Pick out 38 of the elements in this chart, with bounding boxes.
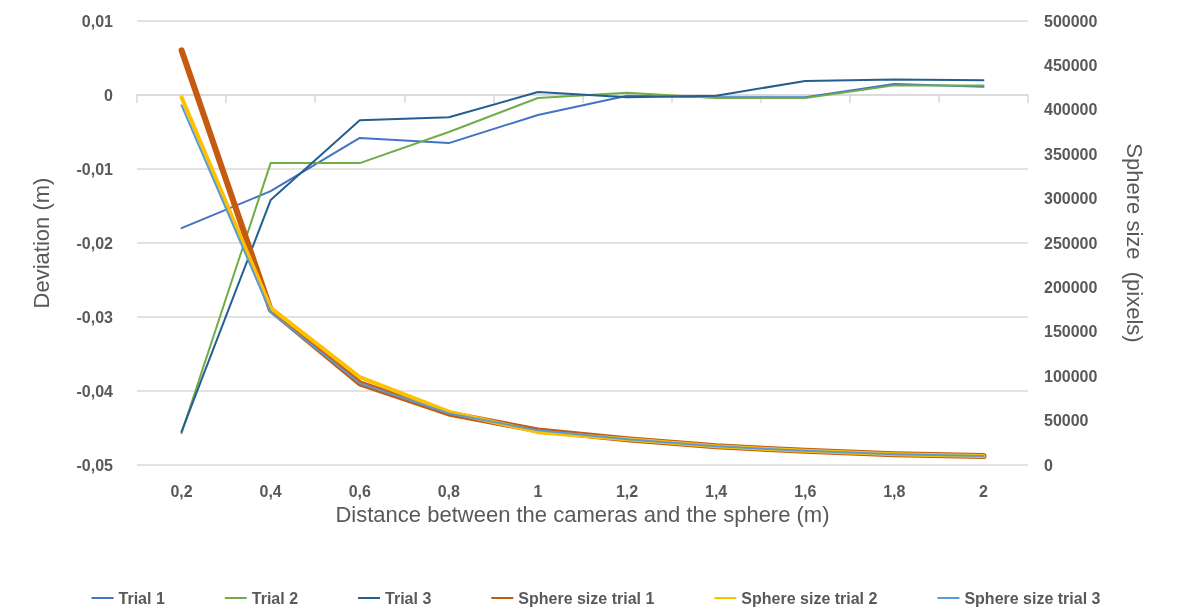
legend-label: Sphere size trial 2 (741, 589, 878, 607)
y2-tick-label: 100000 (1044, 367, 1098, 385)
legend-label: Trial 3 (385, 589, 432, 607)
x-tick-label: 0,6 (348, 482, 371, 500)
legend-label: Sphere size trial 1 (518, 589, 655, 607)
legend-label: Sphere size trial 3 (964, 589, 1101, 607)
y-tick-label: -0,04 (76, 382, 114, 400)
x-tick-label: 1 (533, 482, 543, 500)
y-tick-label: -0,02 (76, 234, 114, 252)
x-tick-label: 1,2 (615, 482, 639, 500)
y-tick-label: -0,01 (76, 160, 114, 178)
x-tick-label: 1,4 (705, 482, 728, 500)
y2-tick-label: 50000 (1044, 412, 1089, 430)
y2-tick-label: 500000 (1044, 12, 1098, 30)
legend-label: Trial 2 (251, 589, 299, 607)
x-tick-label: 0,8 (437, 482, 461, 500)
y2-tick-label: 400000 (1044, 101, 1098, 119)
y2-tick-label: 350000 (1044, 145, 1098, 163)
y-tick-label: -0,05 (76, 456, 114, 474)
y2-tick-label: 250000 (1044, 234, 1098, 252)
x-tick-label: 0,4 (259, 482, 282, 500)
y2-tick-label: 200000 (1044, 278, 1098, 296)
y-tick-label: 0 (104, 86, 114, 104)
y-tick-label: 0,01 (81, 12, 114, 30)
x-tick-label: 0,2 (170, 482, 193, 500)
x-tick-label: 2 (979, 482, 988, 500)
y2-tick-label: 150000 (1044, 323, 1098, 341)
line-series (180, 82, 985, 230)
y2-tick-label: 300000 (1044, 190, 1098, 208)
x-tick-label: 1,6 (794, 482, 817, 500)
y2-tick-label: 0 (1044, 456, 1053, 474)
y2-axis-title: Sphere size (pixels) (1121, 143, 1147, 343)
y-axis-title: Deviation (m) (28, 177, 54, 309)
legend-label: Trial 1 (118, 589, 165, 607)
y2-tick-label: 450000 (1044, 56, 1098, 74)
y-tick-label: -0,03 (76, 308, 114, 326)
x-axis-title: Distance between the cameras and the sphere (m) (335, 502, 830, 528)
x-tick-label: 1,8 (883, 482, 906, 500)
